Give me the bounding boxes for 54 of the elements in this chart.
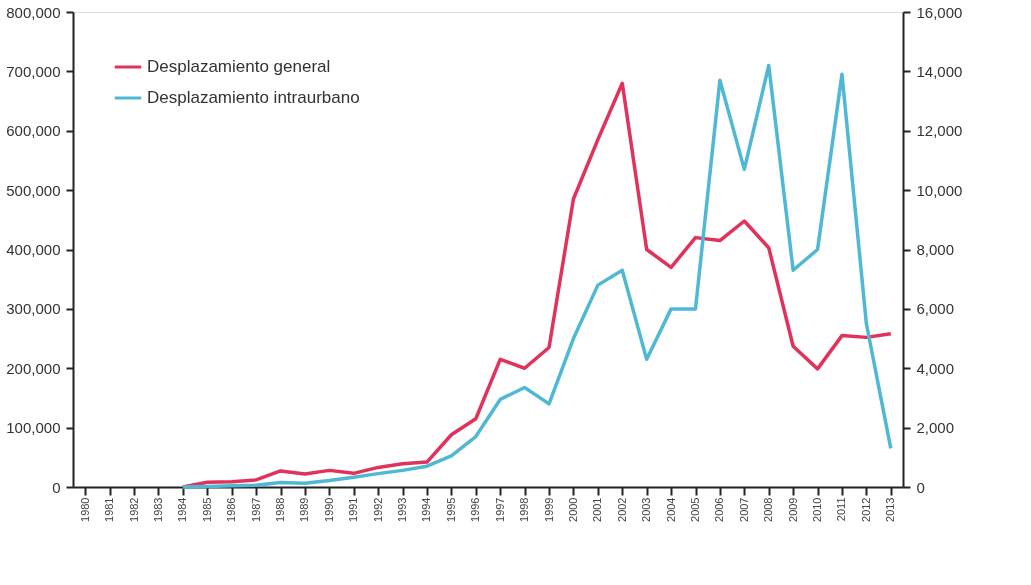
y2-tick-label: 12,000 <box>916 122 963 140</box>
y2-tick-label: 16,000 <box>916 3 963 21</box>
y-tick-label: 200,000 <box>6 359 61 377</box>
y2-tick-label: 14,000 <box>916 62 963 80</box>
x-tick-label: 1992 <box>371 497 384 522</box>
x-tick-label: 1986 <box>225 497 238 522</box>
y-tick-label: 500,000 <box>6 181 61 199</box>
x-tick-label: 1983 <box>151 497 164 522</box>
y2-tick-label: 0 <box>916 478 925 496</box>
x-tick-label: 2000 <box>566 497 579 522</box>
x-tick-label: 1993 <box>396 497 409 522</box>
x-tick-label: 1990 <box>322 497 335 522</box>
y-tick-label: 100,000 <box>6 419 61 437</box>
legend-label: Desplazamiento intraurbano <box>147 88 360 107</box>
x-tick-label: 1996 <box>469 497 482 522</box>
x-tick-label: 2003 <box>640 497 653 522</box>
x-tick-label: 1982 <box>127 497 140 522</box>
y2-tick-label: 10,000 <box>916 181 963 199</box>
x-tick-label: 1987 <box>249 497 262 522</box>
x-tick-label: 1998 <box>518 497 531 522</box>
y-tick-label: 800,000 <box>6 3 61 21</box>
y-tick-label: 700,000 <box>6 62 61 80</box>
x-tick-label: 2010 <box>811 497 824 522</box>
x-tick-label: 2012 <box>859 497 872 522</box>
x-tick-label: 1991 <box>347 497 360 522</box>
x-tick-label: 1997 <box>493 497 506 522</box>
y2-tick-label: 2,000 <box>916 419 955 437</box>
x-tick-label: 2007 <box>737 497 750 522</box>
y2-tick-label: 8,000 <box>916 241 955 258</box>
y-tick-label: 600,000 <box>6 122 61 140</box>
x-tick-label: 1981 <box>103 497 116 522</box>
y-tick-label: 0 <box>52 478 61 496</box>
legend-label: Desplazamiento general <box>147 57 331 76</box>
x-tick-label: 2002 <box>615 497 628 522</box>
x-tick-label: 2008 <box>762 497 775 522</box>
y-tick-label: 400,000 <box>6 241 61 258</box>
x-tick-label: 2005 <box>689 497 701 522</box>
x-tick-label: 2011 <box>835 497 848 522</box>
x-tick-label: 2004 <box>664 497 677 522</box>
x-tick-label: 1989 <box>298 497 311 522</box>
x-tick-label: 1985 <box>200 497 213 522</box>
x-tick-label: 1988 <box>274 497 286 522</box>
x-tick-label: 2009 <box>786 497 799 522</box>
x-tick-label: 1984 <box>176 497 189 522</box>
x-tick-label: 1999 <box>542 497 555 522</box>
y2-tick-label: 4,000 <box>916 359 955 377</box>
y2-tick-label: 6,000 <box>916 300 955 318</box>
x-tick-label: 2013 <box>884 497 897 522</box>
x-tick-label: 1980 <box>78 497 91 522</box>
x-tick-label: 1994 <box>420 497 433 522</box>
x-tick-label: 2006 <box>713 497 726 522</box>
x-tick-label: 1995 <box>444 497 457 522</box>
x-tick-label: 2001 <box>591 497 604 522</box>
y-tick-label: 300,000 <box>6 300 61 318</box>
